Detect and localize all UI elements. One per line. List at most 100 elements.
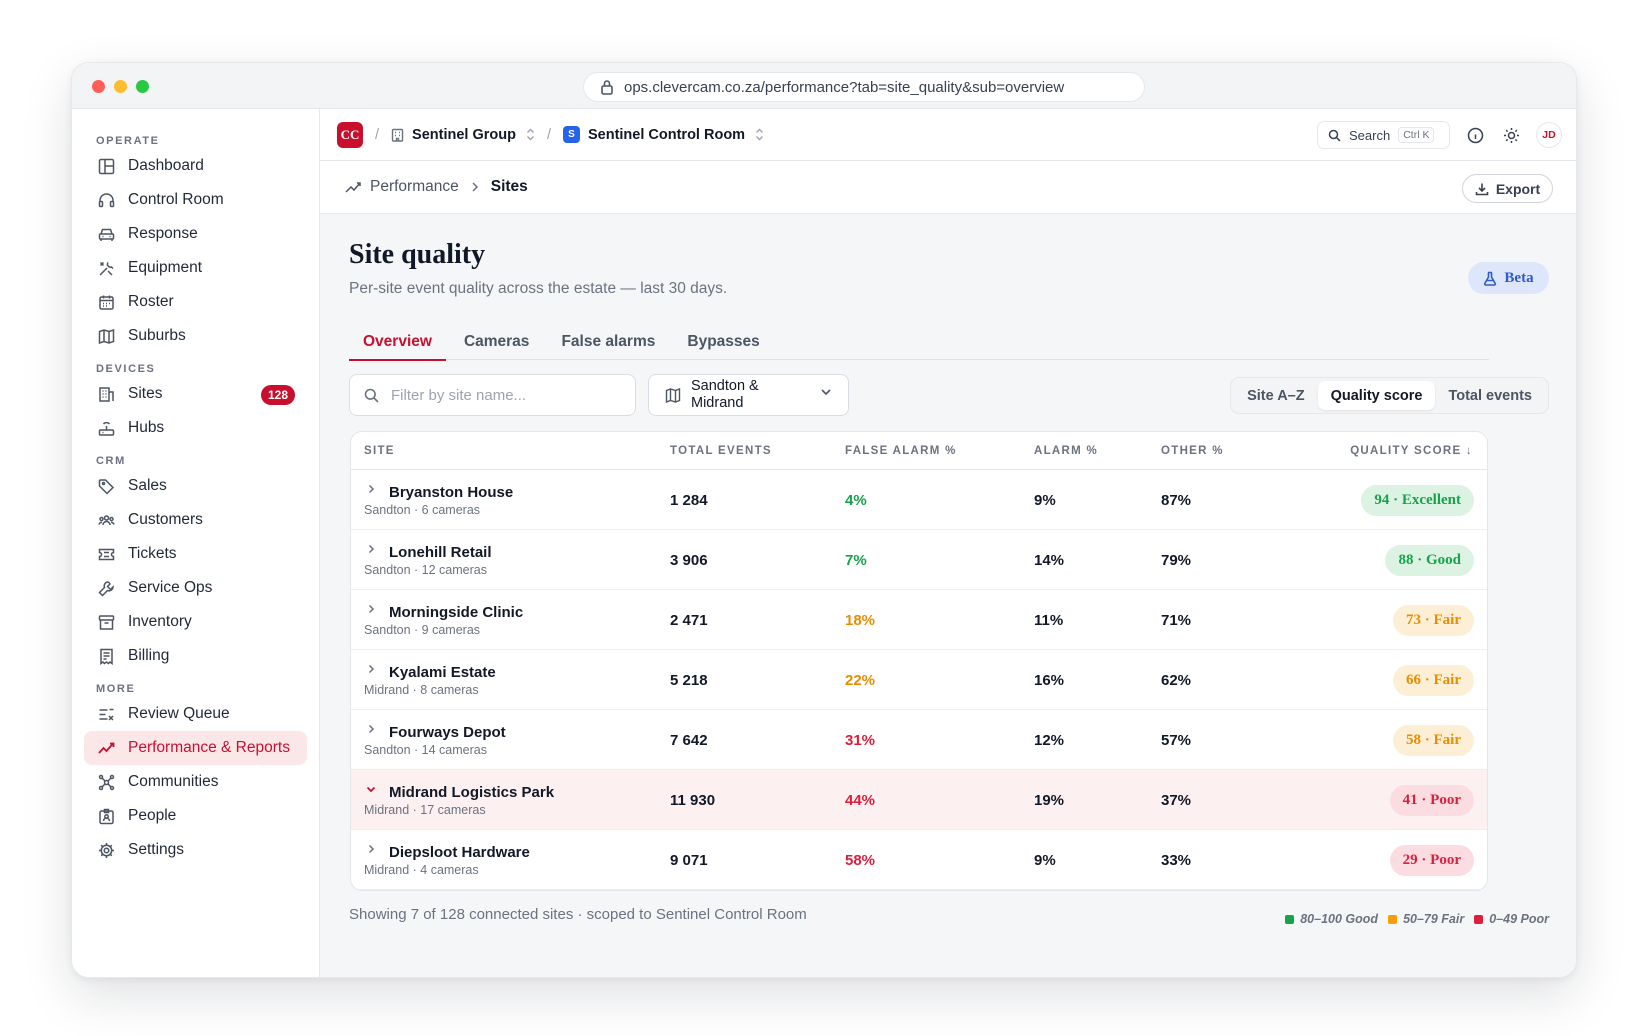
total-events-cell: 9 071 [670, 852, 708, 869]
chevron-right-icon[interactable] [365, 603, 379, 617]
sidebar-item-control-room[interactable]: Control Room [84, 183, 307, 217]
chevron-right-icon[interactable] [365, 483, 379, 497]
sidebar-item-performance-and-reports[interactable]: Performance & Reports [84, 731, 307, 765]
tag-icon [96, 476, 116, 496]
sidebar-item-label: Billing [128, 647, 170, 664]
sidebar-item-sites[interactable]: Sites 128 [84, 377, 307, 411]
other-cell: 57% [1161, 732, 1192, 749]
ticket-icon [96, 544, 116, 564]
sidebar-item-label: Communities [128, 773, 219, 790]
nav-section-title: MORE [96, 683, 136, 695]
legend-item: 50–79 Fair [1388, 912, 1464, 926]
site-name[interactable]: Kyalami Estate [389, 664, 496, 681]
chevron-right-icon[interactable] [365, 843, 379, 857]
site-name[interactable]: Midrand Logistics Park [389, 784, 555, 801]
url-text: ops.clevercam.co.za/performance?tab=site… [624, 78, 1065, 96]
legend-item: 0–49 Poor [1474, 912, 1549, 926]
tab-cameras[interactable]: Cameras [463, 332, 530, 350]
column-header-quality-score[interactable]: QUALITY SCORE ↓ [1350, 445, 1473, 457]
org-switcher[interactable]: Sentinel Group [391, 127, 535, 143]
false-alarm-cell: 31% [845, 732, 876, 749]
beta-badge[interactable]: Beta [1468, 262, 1549, 294]
count-badge: 128 [260, 385, 295, 405]
sidebar-item-roster[interactable]: Roster [84, 285, 307, 319]
map-icon [96, 326, 116, 346]
address-bar[interactable]: ops.clevercam.co.za/performance?tab=site… [583, 72, 1145, 102]
workspace-switcher[interactable]: S Sentinel Control Room [562, 126, 764, 143]
column-header-total-events[interactable]: TOTAL EVENTS [670, 445, 772, 457]
other-cell: 79% [1161, 552, 1192, 569]
table-row[interactable]: Kyalami Estate Midrand · 8 cameras 5 218 22… [351, 650, 1487, 710]
top-actions: Search Ctrl K JD [1317, 121, 1562, 149]
sidebar-item-customers[interactable]: Customers [84, 503, 307, 537]
export-button[interactable]: Export [1462, 174, 1553, 203]
site-name[interactable]: Lonehill Retail [389, 544, 492, 561]
tab-overview[interactable]: Overview [349, 323, 446, 361]
sidebar-item-label: Performance & Reports [128, 739, 290, 756]
tab-false-alarms[interactable]: False alarms [561, 332, 656, 350]
sidebar-item-hubs[interactable]: Hubs [84, 411, 307, 445]
legend-item: 80–100 Good [1285, 912, 1378, 926]
site-name[interactable]: Fourways Depot [389, 724, 506, 741]
column-header-site[interactable]: SITE [364, 445, 395, 457]
theme-toggle[interactable] [1500, 124, 1522, 146]
tools-icon [96, 258, 116, 278]
sidebar-item-inventory[interactable]: Inventory [84, 605, 307, 639]
chevron-right-icon[interactable] [365, 543, 379, 557]
sort-option-quality-score[interactable]: Quality score [1317, 381, 1436, 410]
building-icon [391, 128, 404, 142]
column-header-false-alarm[interactable]: FALSE ALARM % [845, 445, 957, 457]
sidebar-item-billing[interactable]: Billing [84, 639, 307, 673]
chevron-right-icon[interactable] [365, 723, 379, 737]
table-row[interactable]: Bryanston House Sandton · 6 cameras 1 284 4… [351, 470, 1487, 530]
sidebar-item-equipment[interactable]: Equipment [84, 251, 307, 285]
minimize-window-button[interactable] [114, 80, 127, 93]
table-row[interactable]: Midrand Logistics Park Midrand · 17 camer… [351, 770, 1487, 830]
quality-score-badge: 29 · Poor [1389, 845, 1474, 876]
global-search-button[interactable]: Search Ctrl K [1317, 121, 1450, 149]
breadcrumb-performance[interactable]: Performance [345, 178, 459, 196]
chevron-right-icon[interactable] [365, 663, 379, 677]
quality-score-badge: 66 · Fair [1393, 665, 1474, 696]
sidebar-item-review-queue[interactable]: Review Queue [84, 697, 307, 731]
app-logo[interactable]: CC [337, 121, 363, 148]
chevron-down-icon[interactable] [365, 783, 379, 797]
maximize-window-button[interactable] [136, 80, 149, 93]
user-avatar[interactable]: JD [1536, 122, 1562, 148]
sidebar-item-label: Tickets [128, 545, 177, 562]
sidebar-item-dashboard[interactable]: Dashboard [84, 149, 307, 183]
site-name[interactable]: Bryanston House [389, 484, 514, 501]
close-window-button[interactable] [92, 80, 105, 93]
sort-option-site-a-z[interactable]: Site A–Z [1247, 387, 1305, 404]
sidebar-item-suburbs[interactable]: Suburbs [84, 319, 307, 353]
breadcrumb-separator: / [546, 126, 551, 143]
site-meta: Midrand · 8 cameras [364, 683, 479, 697]
sidebar-item-sales[interactable]: Sales [84, 469, 307, 503]
column-header-alarm[interactable]: ALARM % [1034, 445, 1099, 457]
sidebar-item-people[interactable]: People [84, 799, 307, 833]
tab-bypasses[interactable]: Bypasses [687, 332, 760, 350]
sun-icon [1503, 127, 1519, 143]
info-button[interactable] [1464, 124, 1486, 146]
sort-option-total-events[interactable]: Total events [1448, 387, 1532, 404]
region-select[interactable]: Sandton & Midrand [648, 374, 849, 416]
table-row[interactable]: Diepsloot Hardware Midrand · 4 cameras 9 0… [351, 830, 1487, 890]
site-meta: Sandton · 14 cameras [364, 743, 487, 757]
breadcrumb-performance-label: Performance [370, 178, 459, 195]
network-icon [96, 772, 116, 792]
table-row[interactable]: Morningside Clinic Sandton · 9 cameras 2 4… [351, 590, 1487, 650]
site-name[interactable]: Diepsloot Hardware [389, 844, 530, 861]
sidebar-item-service-ops[interactable]: Service Ops [84, 571, 307, 605]
column-header-other[interactable]: OTHER % [1161, 445, 1224, 457]
false-alarm-cell: 18% [845, 612, 876, 629]
site-name[interactable]: Morningside Clinic [389, 604, 524, 621]
sidebar-item-response[interactable]: Response [84, 217, 307, 251]
site-filter-input[interactable]: Filter by site name... [349, 374, 636, 416]
sidebar-item-communities[interactable]: Communities [84, 765, 307, 799]
table-row[interactable]: Lonehill Retail Sandton · 12 cameras 3 906… [351, 530, 1487, 590]
search-icon [1328, 129, 1341, 142]
alarm-cell: 9% [1034, 492, 1056, 509]
table-row[interactable]: Fourways Depot Sandton · 14 cameras 7 642 3… [351, 710, 1487, 770]
sidebar-item-tickets[interactable]: Tickets [84, 537, 307, 571]
sidebar-item-settings[interactable]: Settings [84, 833, 307, 867]
